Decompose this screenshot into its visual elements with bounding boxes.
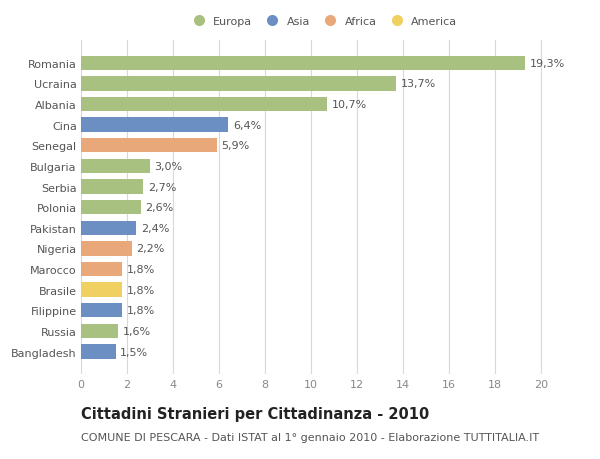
Bar xyxy=(81,139,217,153)
Bar xyxy=(81,241,131,256)
Bar xyxy=(81,345,115,359)
Bar xyxy=(81,303,122,318)
Text: 1,8%: 1,8% xyxy=(127,285,155,295)
Bar xyxy=(81,324,118,338)
Bar xyxy=(81,180,143,194)
Text: 1,8%: 1,8% xyxy=(127,264,155,274)
Text: 10,7%: 10,7% xyxy=(332,100,367,110)
Text: 6,4%: 6,4% xyxy=(233,120,261,130)
Text: Cittadini Stranieri per Cittadinanza - 2010: Cittadini Stranieri per Cittadinanza - 2… xyxy=(81,406,429,421)
Bar xyxy=(81,283,122,297)
Text: 19,3%: 19,3% xyxy=(530,59,565,69)
Bar xyxy=(81,118,228,133)
Bar xyxy=(81,98,327,112)
Text: 1,8%: 1,8% xyxy=(127,306,155,316)
Text: 2,6%: 2,6% xyxy=(145,203,173,213)
Text: 2,7%: 2,7% xyxy=(148,182,176,192)
Text: 1,5%: 1,5% xyxy=(120,347,148,357)
Bar xyxy=(81,56,525,71)
Bar xyxy=(81,221,136,235)
Text: 5,9%: 5,9% xyxy=(221,141,250,151)
Text: 13,7%: 13,7% xyxy=(401,79,436,89)
Text: 3,0%: 3,0% xyxy=(155,162,183,172)
Bar xyxy=(81,262,122,277)
Text: COMUNE DI PESCARA - Dati ISTAT al 1° gennaio 2010 - Elaborazione TUTTITALIA.IT: COMUNE DI PESCARA - Dati ISTAT al 1° gen… xyxy=(81,432,539,442)
Text: 2,4%: 2,4% xyxy=(141,223,169,233)
Bar xyxy=(81,159,150,174)
Bar xyxy=(81,201,141,215)
Bar xyxy=(81,77,396,91)
Text: 2,2%: 2,2% xyxy=(136,244,164,254)
Legend: Europa, Asia, Africa, America: Europa, Asia, Africa, America xyxy=(184,14,461,30)
Text: 1,6%: 1,6% xyxy=(122,326,151,336)
